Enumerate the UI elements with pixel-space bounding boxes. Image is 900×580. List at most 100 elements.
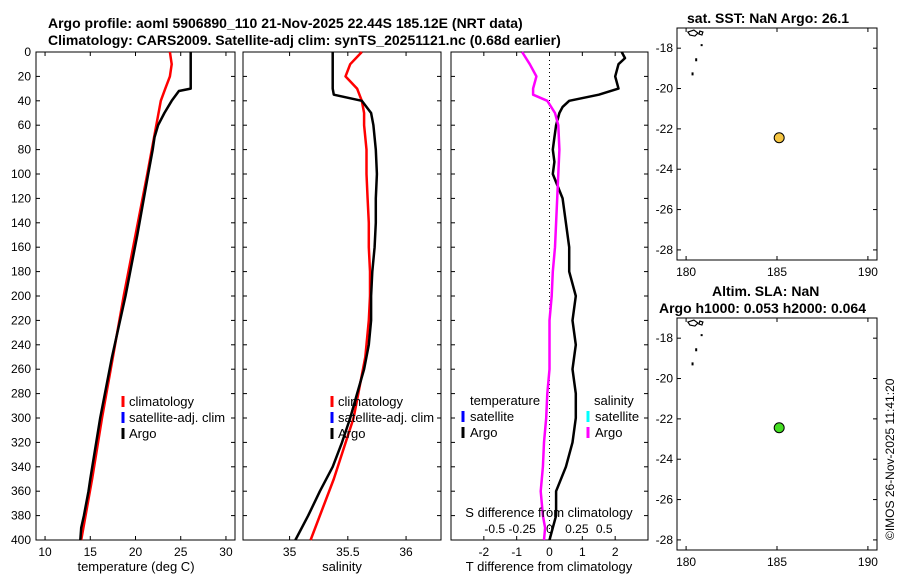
depth-tick-label: 380 xyxy=(11,509,31,523)
depth-tick-label: 280 xyxy=(11,387,31,401)
x-tick-label: 35 xyxy=(283,545,297,559)
depth-tick-label: 320 xyxy=(11,435,31,449)
temperature-legend: climatology satellite-adj. clim Argo xyxy=(121,394,225,441)
depth-tick-label: 180 xyxy=(11,265,31,279)
legend-label-satellite: satellite-adj. clim xyxy=(338,410,434,425)
sla-lon-tick-label: 190 xyxy=(858,555,878,569)
sst-island-outline xyxy=(686,29,704,37)
sla-lat-tick-label: -22 xyxy=(656,412,674,426)
t-difference-argo-line xyxy=(548,51,627,541)
x-tick-label: 36 xyxy=(399,545,413,559)
legend-label-satellite: satellite-adj. clim xyxy=(129,410,225,425)
sla-map-title-line1: Altim. SLA: NaN xyxy=(712,283,819,299)
x-tick-label: 2 xyxy=(612,545,619,559)
sst-lat-tick-label: -26 xyxy=(656,203,674,217)
depth-tick-label: 300 xyxy=(11,411,31,425)
s-difference-tick-label: -0.25 xyxy=(508,522,536,536)
figure-title-line2: Climatology: CARS2009. Satellite-adj cli… xyxy=(48,32,561,48)
sst-island-dot xyxy=(695,58,698,62)
legend-label-t-satellite: satellite xyxy=(470,409,514,424)
sst-lat-tick-label: -28 xyxy=(656,243,674,257)
depth-tick-label: 340 xyxy=(11,460,31,474)
temperature-panel-frame xyxy=(35,51,236,541)
depth-tick-label: 120 xyxy=(11,191,31,205)
sst-lat-tick-label: -18 xyxy=(656,41,674,55)
sla-lon-tick-label: 180 xyxy=(676,555,696,569)
x-tick-label: -2 xyxy=(478,545,489,559)
sst-lat-tick-label: -20 xyxy=(656,82,674,96)
figure-title-line1: Argo profile: aoml 5906890_110 21-Nov-20… xyxy=(48,15,523,31)
depth-tick-label: 80 xyxy=(18,143,32,157)
timestamp-stamp: ©IMOS 26-Nov-2025 11:41:20 xyxy=(883,378,897,540)
legend-label-s-satellite: satellite xyxy=(595,409,639,424)
depth-tick-label: 20 xyxy=(18,69,32,83)
depth-tick-label: 220 xyxy=(11,313,31,327)
x-tick-label: 1 xyxy=(579,545,586,559)
sst-lat-tick-label: -24 xyxy=(656,162,674,176)
legend-label-climatology: climatology xyxy=(338,394,404,409)
s-difference-argo-line xyxy=(521,51,561,541)
x-tick-label: 15 xyxy=(84,545,98,559)
temperature-argo-line xyxy=(79,52,192,541)
legend-label-argo: Argo xyxy=(338,426,365,441)
sla-island-dot xyxy=(695,348,698,352)
difference-x-label: T difference from climatology xyxy=(466,559,633,574)
salinity-x-label: salinity xyxy=(322,559,362,574)
depth-tick-label: 60 xyxy=(18,118,32,132)
temperature-x-label: temperature (deg C) xyxy=(77,559,194,574)
legend-heading-salinity: salinity xyxy=(594,393,634,408)
sst-map-title: sat. SST: NaN Argo: 26.1 xyxy=(687,10,849,26)
sla-lat-tick-label: -20 xyxy=(656,372,674,386)
depth-tick-label: 240 xyxy=(11,338,31,352)
depth-tick-label: 40 xyxy=(18,94,32,108)
salinity-panel-frame xyxy=(242,51,442,541)
sla-island-dot xyxy=(700,334,703,337)
sla-lon-tick-label: 185 xyxy=(767,555,787,569)
sla-argo-position-marker xyxy=(773,422,785,434)
depth-tick-label: 360 xyxy=(11,484,31,498)
sst-argo-position-marker xyxy=(773,132,785,144)
legend-label-s-argo: Argo xyxy=(595,425,622,440)
depth-tick-label: 400 xyxy=(11,533,31,547)
x-tick-label: 0 xyxy=(546,545,553,559)
x-tick-label: 30 xyxy=(219,545,233,559)
depth-tick-label: 140 xyxy=(11,216,31,230)
sla-lat-tick-label: -24 xyxy=(656,452,674,466)
legend-heading-temperature: temperature xyxy=(470,393,540,408)
sla-island-outline xyxy=(686,319,704,327)
sla-lat-tick-label: -26 xyxy=(656,493,674,507)
s-difference-tick-label: 0.5 xyxy=(596,522,613,536)
sla-map-title-line2: Argo h1000: 0.053 h2000: 0.064 xyxy=(659,300,866,316)
x-tick-label: -1 xyxy=(511,545,522,559)
difference-x2-label: S difference from climatology xyxy=(465,505,633,520)
depth-tick-label: 260 xyxy=(11,362,31,376)
depth-tick-label: 200 xyxy=(11,289,31,303)
s-difference-tick-label: 0.25 xyxy=(565,522,589,536)
x-tick-label: 25 xyxy=(174,545,188,559)
x-tick-label: 10 xyxy=(38,545,52,559)
sst-island-dot xyxy=(691,72,694,76)
sla-lat-tick-label: -28 xyxy=(656,533,674,547)
sst-island-dot xyxy=(700,44,703,47)
salinity-argo-line xyxy=(294,52,379,541)
sst-map-frame xyxy=(676,27,878,261)
sst-lon-tick-label: 180 xyxy=(676,265,696,279)
depth-tick-label: 160 xyxy=(11,240,31,254)
salinity-climatology-line xyxy=(309,51,372,541)
sla-lat-tick-label: -18 xyxy=(656,331,674,345)
x-tick-label: 35.5 xyxy=(336,545,360,559)
sla-map-frame xyxy=(676,317,878,551)
legend-label-t-argo: Argo xyxy=(470,425,497,440)
sst-lat-tick-label: -22 xyxy=(656,122,674,136)
salinity-legend: climatology satellite-adj. clim Argo xyxy=(330,394,434,441)
sst-lon-tick-label: 185 xyxy=(767,265,787,279)
sst-lon-tick-label: 190 xyxy=(858,265,878,279)
legend-label-climatology: climatology xyxy=(129,394,195,409)
s-difference-tick-label: -0.5 xyxy=(484,522,505,536)
sla-island-dot xyxy=(691,362,694,366)
difference-legend: temperature satellite Argo salinity sate… xyxy=(461,393,639,440)
x-tick-label: 20 xyxy=(129,545,143,559)
depth-tick-label: 100 xyxy=(11,167,31,181)
legend-label-argo: Argo xyxy=(129,426,156,441)
